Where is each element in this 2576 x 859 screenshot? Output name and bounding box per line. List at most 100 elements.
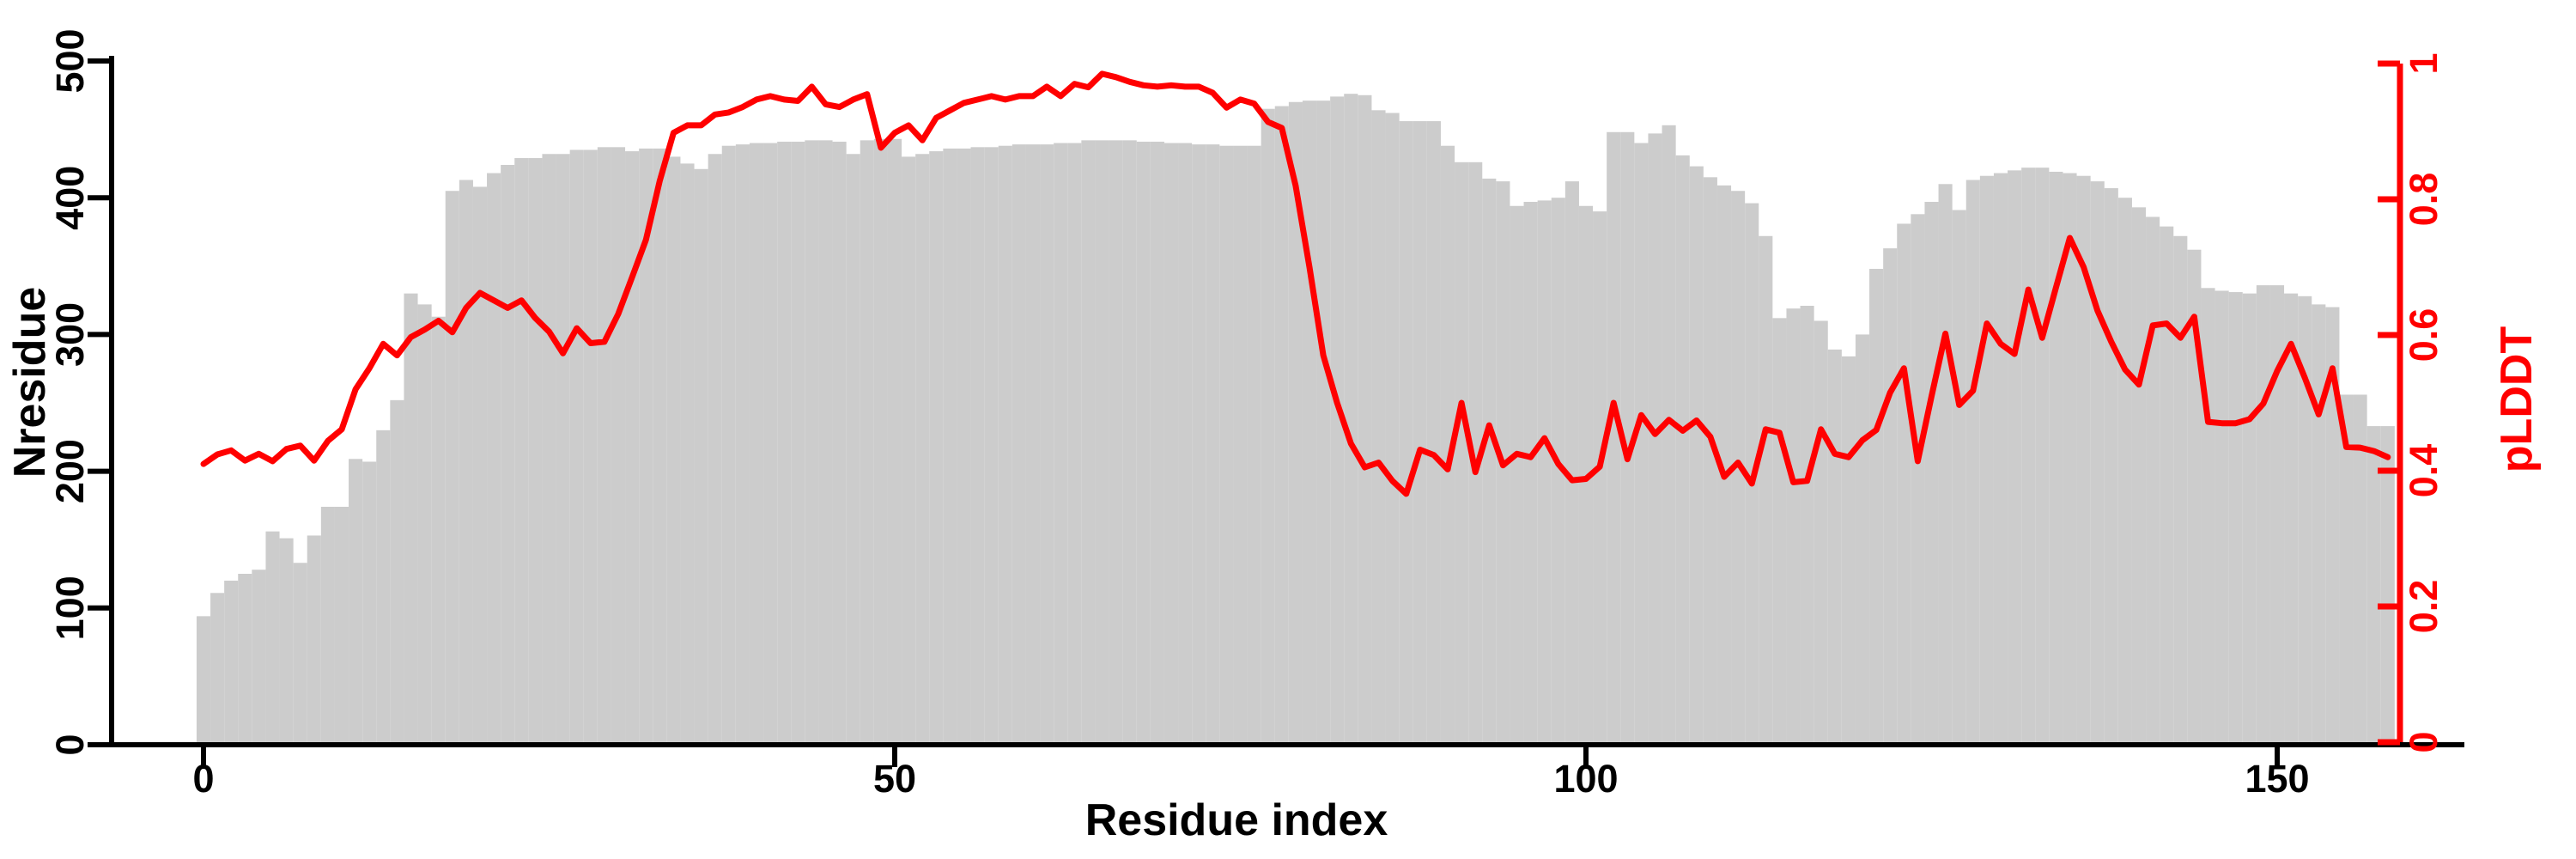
axes — [88, 56, 2464, 767]
bar — [1924, 201, 1939, 746]
bar — [2312, 304, 2326, 745]
bar — [1965, 180, 1980, 745]
y-right-tick-label: 0 — [2402, 731, 2445, 752]
y-right-tick-label: 0.4 — [2402, 444, 2445, 498]
bar — [597, 147, 611, 746]
bar — [2215, 290, 2229, 746]
bar — [293, 563, 307, 745]
bar — [2160, 226, 2174, 745]
bar — [1426, 121, 1441, 746]
bar — [1399, 121, 1413, 746]
bar — [542, 154, 556, 745]
bar — [2298, 295, 2312, 745]
bar — [569, 149, 584, 746]
bar — [1067, 143, 1082, 745]
y-left-tick-label: 300 — [48, 302, 92, 367]
bar — [1675, 155, 1690, 746]
bar — [846, 154, 860, 745]
bar — [1593, 211, 1607, 745]
y-right-tick-label: 0.6 — [2402, 308, 2445, 362]
bar — [1482, 178, 1497, 745]
bar — [2117, 198, 2132, 745]
bar — [431, 316, 446, 745]
bar — [1413, 121, 1427, 746]
bar — [404, 293, 418, 745]
bar — [1938, 184, 1953, 745]
bar — [1206, 144, 1220, 746]
bar — [1302, 101, 1317, 746]
bar — [929, 151, 944, 745]
bar — [238, 574, 252, 745]
bar — [2035, 168, 2050, 745]
bar — [1192, 144, 1206, 746]
bar — [1081, 140, 1096, 746]
bar — [694, 168, 708, 745]
bar — [1897, 223, 1911, 745]
y-right-tick-label: 1 — [2402, 52, 2445, 74]
x-tick-label: 0 — [192, 757, 214, 801]
bar — [2131, 207, 2147, 746]
bar — [832, 141, 847, 745]
y-left-tick-label: 400 — [48, 166, 92, 230]
bar — [611, 147, 626, 746]
bar — [1440, 145, 1455, 745]
bar — [1455, 161, 1469, 745]
bar — [1012, 144, 1026, 746]
tick-labels: 0 100 200 300 400 500 0 50 100 150 0 0.2 0.4 0.6 0.8 1 — [48, 28, 2445, 801]
bar — [1648, 133, 1662, 745]
bar — [1025, 144, 1041, 746]
x-axis-title: Residue index — [1085, 795, 1388, 845]
bar — [1510, 205, 1524, 745]
bar — [279, 538, 294, 745]
bar — [2049, 171, 2063, 745]
bar — [970, 147, 985, 746]
bar — [224, 580, 239, 745]
bar — [1523, 201, 1538, 746]
bar — [1993, 173, 2008, 746]
bar — [1883, 248, 1898, 746]
y-left-tick-label: 200 — [48, 439, 92, 503]
y-left-tick-label: 100 — [48, 576, 92, 640]
bar — [2021, 168, 2036, 745]
bar — [376, 430, 391, 745]
bar — [2366, 426, 2381, 745]
bar — [1122, 140, 1137, 746]
bar — [1233, 145, 1248, 745]
bar — [252, 570, 266, 745]
bar — [2242, 293, 2257, 745]
bar — [362, 461, 377, 745]
y-left-tick-label: 0 — [48, 734, 92, 755]
x-tick-label: 50 — [873, 757, 916, 801]
bar — [472, 186, 488, 745]
bar — [653, 148, 667, 745]
bar — [1274, 106, 1289, 746]
bar — [639, 148, 653, 745]
bar — [2008, 170, 2022, 746]
y-axis-left-title: Nresidue — [5, 287, 55, 478]
bar — [1163, 143, 1179, 745]
bar — [2269, 285, 2285, 746]
bar — [514, 158, 529, 745]
bar — [708, 154, 722, 745]
bar — [2076, 175, 2091, 746]
bar — [1564, 181, 1579, 746]
bar — [1371, 110, 1386, 745]
bar — [1095, 140, 1109, 746]
plddt-line — [200, 70, 2391, 497]
bar — [1537, 200, 1552, 745]
bar — [1952, 210, 1966, 745]
bar — [196, 616, 211, 745]
bar — [2146, 216, 2160, 746]
bar — [777, 141, 792, 745]
bar — [1800, 305, 1814, 745]
bar — [1607, 131, 1621, 745]
bar — [943, 148, 957, 745]
bar — [749, 143, 764, 745]
bar — [1620, 131, 1635, 745]
bar — [2104, 188, 2118, 745]
bar — [556, 154, 570, 745]
bar — [2284, 293, 2299, 745]
bar — [1772, 318, 1787, 745]
bar — [680, 163, 695, 745]
